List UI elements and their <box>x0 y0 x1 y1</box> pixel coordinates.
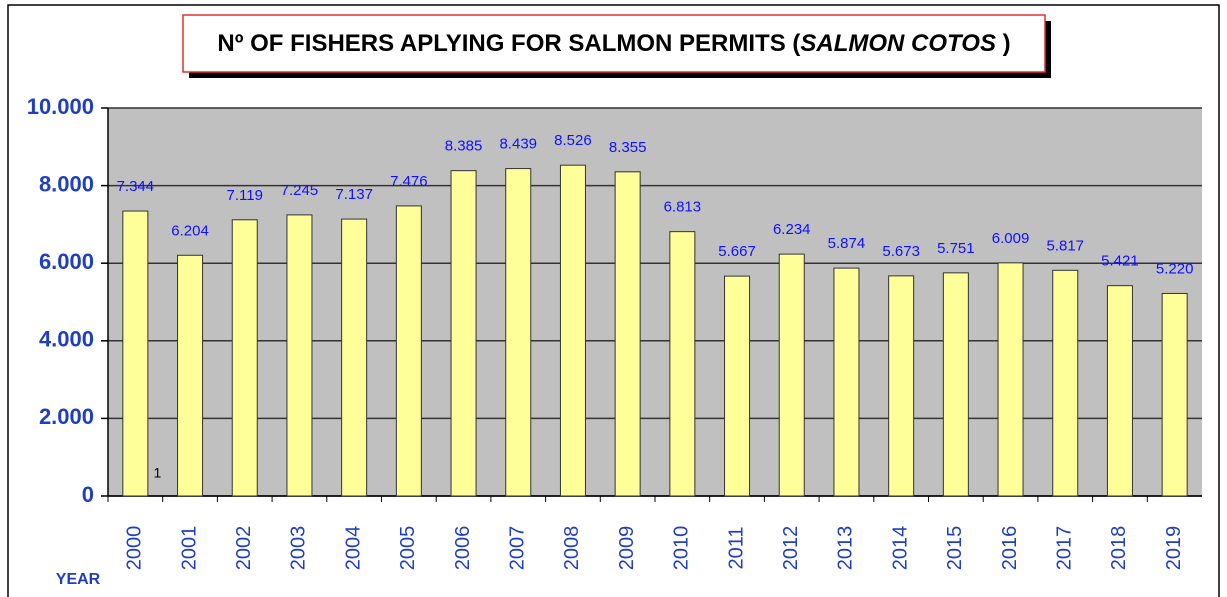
x-tick-label: 2005 <box>397 526 419 571</box>
bar <box>778 253 805 497</box>
x-tick-label: 2014 <box>889 526 911 571</box>
y-tick-label: 8.000 <box>39 171 94 196</box>
bar <box>1052 269 1079 497</box>
x-tick-label: 2006 <box>452 526 474 571</box>
value-label: 5.667 <box>718 243 756 260</box>
bar <box>505 168 532 497</box>
y-tick-label: 10.000 <box>27 94 94 119</box>
bar <box>942 272 969 497</box>
y-tick-label: 4.000 <box>39 327 94 352</box>
bar <box>833 267 860 497</box>
bar <box>997 262 1024 497</box>
bar <box>724 275 751 497</box>
value-label: 5.421 <box>1101 253 1139 270</box>
bar <box>559 164 586 497</box>
x-tick-label: 2009 <box>616 526 638 571</box>
value-label: 8.526 <box>554 132 592 149</box>
x-tick-label: 2004 <box>342 526 364 571</box>
y-tick-label: 0 <box>82 482 94 507</box>
x-tick-label: 2001 <box>178 526 200 571</box>
x-tick-label: 2011 <box>725 526 747 569</box>
value-label: 5.874 <box>828 235 866 252</box>
y-tick-label: 2.000 <box>39 404 94 429</box>
bar <box>341 218 368 497</box>
bar <box>614 171 641 497</box>
plot-area <box>108 108 1202 496</box>
bar <box>1161 292 1188 497</box>
value-label: 5.817 <box>1046 237 1084 254</box>
bar <box>450 170 477 497</box>
x-tick-label: 2002 <box>233 526 255 571</box>
value-label: 5.673 <box>882 243 920 260</box>
bar <box>286 214 313 497</box>
x-tick-label: 2007 <box>507 526 529 571</box>
value-label: 8.439 <box>499 136 537 153</box>
chart-title: Nº OF FISHERS APLYING FOR SALMON PERMITS… <box>217 30 1010 57</box>
bar <box>669 231 696 497</box>
bar <box>1106 285 1133 497</box>
value-label: 8.385 <box>445 138 483 155</box>
bar <box>122 210 149 497</box>
value-label: 6.813 <box>664 199 702 216</box>
value-label: 5.220 <box>1156 260 1194 277</box>
value-label: 7.344 <box>117 178 155 195</box>
value-label: 6.234 <box>773 221 811 238</box>
value-label: 7.119 <box>227 187 263 204</box>
value-label: 8.355 <box>609 139 647 156</box>
x-tick-label: 2019 <box>1163 526 1185 571</box>
x-tick-label: 2000 <box>124 526 146 571</box>
value-label: 7.137 <box>335 186 373 203</box>
title-box <box>182 14 1046 73</box>
bar <box>395 205 422 497</box>
x-tick-label: 2015 <box>944 526 966 571</box>
bar <box>888 275 915 497</box>
x-tick-label: 2013 <box>835 526 857 571</box>
title-part: Nº OF FISHERS APLYING FOR SALMON PERMITS… <box>217 30 800 57</box>
value-label: 6.204 <box>171 222 209 239</box>
title-part: ) <box>996 30 1011 57</box>
x-tick-label: 2003 <box>288 526 310 571</box>
y-tick-label: 6.000 <box>39 249 94 274</box>
bar <box>177 254 204 497</box>
annotation: 1 <box>153 465 161 481</box>
value-label: 7.245 <box>281 182 319 199</box>
x-tick-label: 2018 <box>1108 526 1130 571</box>
x-tick-label: 2012 <box>780 526 802 571</box>
x-tick-label: 2010 <box>671 526 693 571</box>
value-label: 5.751 <box>937 240 975 257</box>
x-tick-label: 2016 <box>999 526 1021 571</box>
x-tick-label: 2017 <box>1054 526 1076 571</box>
x-axis-label: YEAR <box>56 571 101 588</box>
value-label: 6.009 <box>992 230 1030 247</box>
value-label: 7.476 <box>390 173 428 190</box>
bar <box>231 219 258 497</box>
title-part: SALMON COTOS <box>800 30 996 57</box>
x-tick-label: 2008 <box>561 526 583 571</box>
